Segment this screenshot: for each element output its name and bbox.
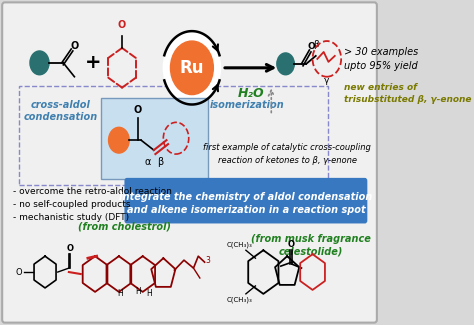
Circle shape xyxy=(30,51,49,75)
Text: H₂O: H₂O xyxy=(237,87,264,100)
Text: γ: γ xyxy=(324,76,329,85)
Text: β: β xyxy=(313,40,319,48)
Text: O: O xyxy=(134,105,142,115)
Text: C(CH₃)₃: C(CH₃)₃ xyxy=(227,297,253,303)
Text: O: O xyxy=(288,240,295,249)
Text: (from cholestrol): (from cholestrol) xyxy=(78,221,171,231)
Text: isomerization: isomerization xyxy=(210,100,285,110)
FancyBboxPatch shape xyxy=(125,178,367,224)
Text: trisubstituted β, γ-enone: trisubstituted β, γ-enone xyxy=(344,95,472,104)
Text: H: H xyxy=(146,289,152,298)
Circle shape xyxy=(277,53,294,75)
Text: condensation: condensation xyxy=(24,112,98,123)
Text: upto 95% yield: upto 95% yield xyxy=(344,61,418,71)
Text: (from musk fragrance: (from musk fragrance xyxy=(251,234,371,244)
Text: new entries of: new entries of xyxy=(344,83,417,92)
Text: O: O xyxy=(70,41,79,51)
Text: O: O xyxy=(66,244,73,253)
Circle shape xyxy=(171,41,213,95)
Text: 3: 3 xyxy=(205,256,210,265)
Text: cross-aldol: cross-aldol xyxy=(31,100,91,110)
Text: β: β xyxy=(157,157,163,167)
Text: α: α xyxy=(144,157,151,167)
Text: O: O xyxy=(118,20,126,30)
Text: H: H xyxy=(135,287,141,296)
FancyBboxPatch shape xyxy=(101,98,208,179)
Text: celestolide): celestolide) xyxy=(279,246,343,256)
Text: O: O xyxy=(16,267,22,277)
Text: Ru: Ru xyxy=(180,59,204,77)
Text: - mechanistic study (DFT): - mechanistic study (DFT) xyxy=(13,213,129,222)
Text: Integrate the chemistry of aldol condensation: Integrate the chemistry of aldol condens… xyxy=(119,192,373,202)
Circle shape xyxy=(164,32,220,103)
Text: reaction of ketones to β, γ-enone: reaction of ketones to β, γ-enone xyxy=(218,156,356,164)
Text: - no self-coupled products: - no self-coupled products xyxy=(13,200,131,209)
Text: and alkene isomerization in a reaction spot: and alkene isomerization in a reaction s… xyxy=(127,205,365,214)
Text: +: + xyxy=(84,53,101,72)
Text: C(CH₃)₃: C(CH₃)₃ xyxy=(227,241,253,248)
Text: H: H xyxy=(118,289,123,298)
Text: first example of catalytic cross-coupling: first example of catalytic cross-couplin… xyxy=(203,143,371,152)
Circle shape xyxy=(109,127,129,153)
Text: O: O xyxy=(308,42,316,50)
Text: - overcome the retro-aldol reaction: - overcome the retro-aldol reaction xyxy=(13,187,172,196)
Text: > 30 examples: > 30 examples xyxy=(344,47,419,57)
FancyBboxPatch shape xyxy=(2,2,377,323)
